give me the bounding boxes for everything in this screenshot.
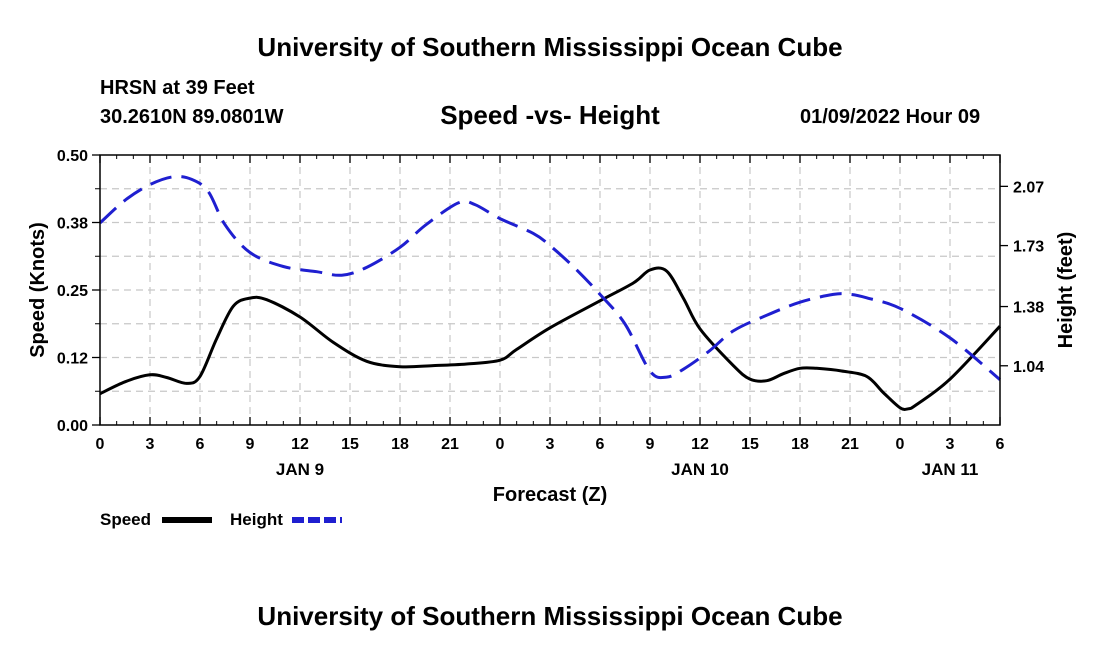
- x-tick-label: 9: [246, 436, 255, 453]
- x-tick-label: 15: [341, 436, 359, 453]
- legend-label-speed: Speed: [100, 510, 151, 529]
- x-tick-label: 6: [996, 436, 1005, 453]
- x-tick-label: 3: [946, 436, 955, 453]
- x-tick-label: 18: [391, 436, 409, 453]
- x-tick-label: 12: [691, 436, 709, 453]
- series-line-speed: [99, 266, 1002, 411]
- x-tick-label: 21: [841, 436, 859, 453]
- x-axis-label: Forecast (Z): [493, 484, 607, 506]
- y-axis-right-label: Height (feet): [1055, 232, 1077, 349]
- day-label: JAN 9: [276, 460, 324, 479]
- x-tick-label: 18: [791, 436, 809, 453]
- x-tick-label: 3: [546, 436, 555, 453]
- x-tick-label: 21: [441, 436, 459, 453]
- x-tick-label: 6: [196, 436, 205, 453]
- series-layer: [99, 174, 1002, 411]
- day-label: JAN 10: [671, 460, 729, 479]
- chart-title: Speed -vs- Height: [440, 100, 660, 130]
- x-tick-label: 15: [741, 436, 759, 453]
- y-right-tick-label: 1.73: [1013, 239, 1044, 256]
- day-label: JAN 11: [922, 460, 979, 479]
- y-tick-label: 0.25: [57, 283, 88, 300]
- y-axis-label: Speed (Knots): [27, 222, 49, 358]
- x-tick-label: 6: [596, 436, 605, 453]
- y-right-tick-label: 1.38: [1013, 300, 1044, 317]
- y-tick-label: 0.12: [57, 351, 88, 368]
- x-tick-label: 12: [291, 436, 309, 453]
- y-right-tick-label: 2.07: [1013, 179, 1044, 196]
- x-tick-label: 3: [146, 436, 155, 453]
- station-label: HRSN at 39 Feet: [100, 77, 255, 99]
- x-tick-label: 0: [96, 436, 105, 453]
- grid: [100, 155, 1000, 425]
- coordinates-label: 30.2610N 89.0801W: [100, 106, 284, 128]
- legend: Speed Height: [100, 510, 342, 529]
- y-tick-label: 0.38: [57, 216, 88, 233]
- page-title: University of Southern Mississippi Ocean…: [257, 32, 843, 62]
- x-tick-label: 9: [646, 436, 655, 453]
- y-tick-label: 0.00: [57, 418, 88, 435]
- series-line-height: [99, 174, 1001, 381]
- axes: 0 3 6 9 12 15 18 21 0 3 6 9 12 15 18 21 0 3 6 0.00 0.12 0.25 0…: [57, 148, 1044, 479]
- legend-label-height: Height: [230, 510, 283, 529]
- y-tick-label: 0.50: [57, 148, 88, 165]
- x-tick-label: 0: [896, 436, 905, 453]
- y-right-tick-label: 1.04: [1013, 359, 1044, 376]
- footer-title: University of Southern Mississippi Ocean…: [257, 601, 843, 631]
- x-tick-label: 0: [496, 436, 505, 453]
- timestamp-label: 01/09/2022 Hour 09: [800, 106, 981, 128]
